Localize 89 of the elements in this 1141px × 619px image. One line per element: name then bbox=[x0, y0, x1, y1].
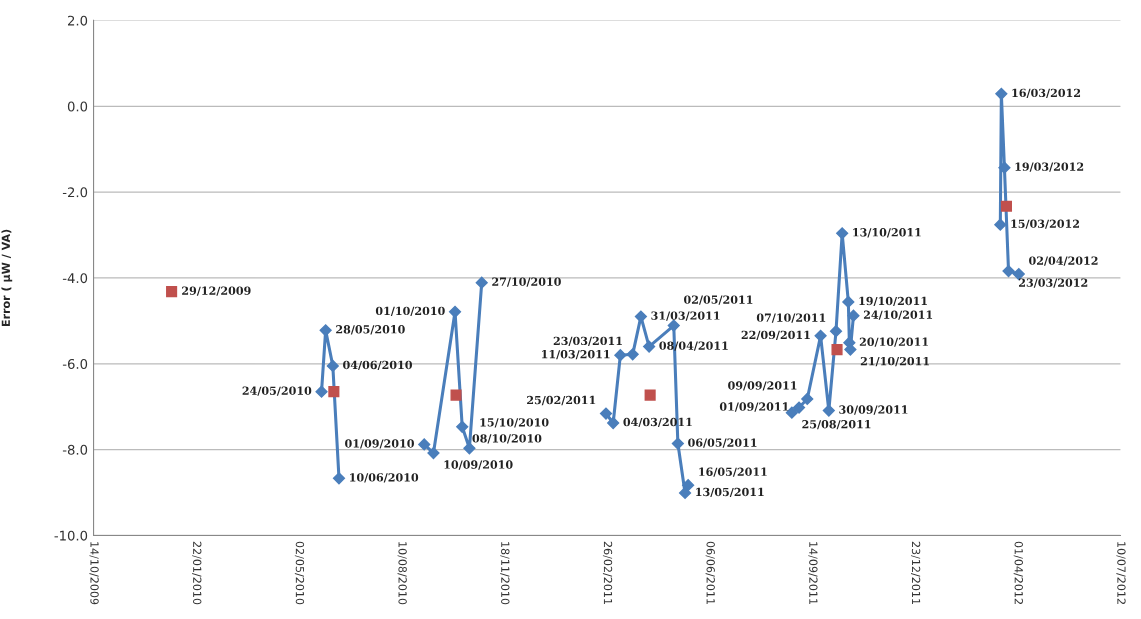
point bbox=[328, 386, 340, 398]
annotation: 23/03/2012 bbox=[1019, 278, 1088, 288]
annotation: 02/04/2012 bbox=[1029, 256, 1098, 266]
annotation: 15/10/2010 bbox=[480, 418, 549, 428]
point bbox=[644, 389, 656, 401]
point bbox=[995, 87, 1008, 100]
x-tick-label: 06/06/2011 bbox=[705, 541, 715, 605]
point bbox=[801, 392, 814, 406]
y-tick-label: -4.0 bbox=[62, 273, 88, 284]
annotation: 10/09/2010 bbox=[444, 460, 513, 470]
point bbox=[166, 286, 178, 298]
point bbox=[448, 305, 462, 318]
annotation: 01/09/2011 bbox=[719, 402, 789, 412]
annotation: 23/03/2011 bbox=[553, 336, 622, 346]
y-tick-label: -6.0 bbox=[62, 358, 88, 369]
point bbox=[456, 420, 469, 433]
point bbox=[678, 486, 692, 500]
annotation: 31/03/2011 bbox=[651, 311, 720, 321]
x-tick-label: 18/11/2010 bbox=[500, 542, 510, 605]
annotation: 13/05/2011 bbox=[696, 487, 764, 498]
annotation: 27/10/2010 bbox=[492, 277, 561, 287]
point bbox=[463, 442, 476, 455]
annotation: 11/03/2011 bbox=[542, 350, 610, 360]
annotation: 25/02/2011 bbox=[527, 395, 596, 406]
x-tick-label: 26/02/2011 bbox=[602, 541, 613, 605]
annotation: 24/05/2010 bbox=[242, 386, 312, 396]
point bbox=[671, 437, 684, 450]
point bbox=[332, 472, 346, 485]
point bbox=[994, 218, 1007, 231]
x-tick-label: 10/07/2012 bbox=[1116, 542, 1126, 604]
annotation: 25/08/2011 bbox=[802, 420, 871, 430]
y-tick-label: -8.0 bbox=[62, 444, 88, 455]
y-axis-title: Error ( µW / VA) bbox=[1, 229, 13, 327]
point bbox=[682, 479, 695, 492]
x-tick-label: 22/01/2010 bbox=[192, 541, 202, 605]
point bbox=[599, 407, 613, 420]
annotation: 16/03/2012 bbox=[1012, 88, 1081, 98]
annotation: 04/06/2010 bbox=[343, 360, 412, 371]
point bbox=[847, 309, 860, 322]
point bbox=[427, 446, 440, 460]
point bbox=[831, 344, 843, 356]
point bbox=[842, 295, 855, 309]
point bbox=[814, 329, 827, 342]
point bbox=[450, 389, 462, 401]
point bbox=[607, 416, 620, 430]
annotation: 28/05/2010 bbox=[336, 325, 405, 335]
annotation: 19/10/2011 bbox=[859, 296, 927, 307]
annotation: 29/12/2009 bbox=[182, 286, 251, 296]
point bbox=[1000, 200, 1013, 212]
annotation: 10/06/2010 bbox=[350, 473, 419, 483]
point bbox=[626, 348, 639, 361]
x-tick-label: 14/09/2011 bbox=[808, 542, 818, 605]
annotation: 02/05/2011 bbox=[684, 295, 753, 305]
annotation: 20/10/2011 bbox=[859, 337, 928, 347]
annotation: 16/05/2011 bbox=[699, 467, 767, 477]
annotation: 13/10/2011 bbox=[853, 228, 921, 238]
annotation: 15/03/2012 bbox=[1011, 219, 1079, 229]
point bbox=[822, 404, 835, 417]
point bbox=[315, 385, 328, 398]
x-tick-label: 23/12/2011 bbox=[910, 541, 921, 605]
point bbox=[836, 227, 849, 240]
annotation: 24/10/2011 bbox=[863, 310, 933, 320]
y-tick-label: -2.0 bbox=[62, 187, 88, 198]
annotation: 07/10/2011 bbox=[756, 313, 826, 323]
x-tick-label: 01/04/2012 bbox=[1013, 541, 1023, 604]
x-tick-label: 14/10/2009 bbox=[89, 542, 99, 605]
point bbox=[829, 325, 843, 338]
point bbox=[998, 161, 1011, 174]
annotation: 01/09/2010 bbox=[345, 439, 414, 449]
x-tick-label: 02/05/2010 bbox=[294, 541, 305, 605]
annotation: 19/03/2012 bbox=[1015, 162, 1084, 172]
x-tick-label: 10/08/2010 bbox=[397, 542, 407, 605]
y-tick-label: 0.0 bbox=[67, 101, 88, 112]
y-tick-label: -10.0 bbox=[54, 530, 88, 541]
annotation: 22/09/2011 bbox=[741, 330, 810, 340]
y-tick-label: 2.0 bbox=[67, 15, 88, 26]
point bbox=[1002, 264, 1015, 278]
point bbox=[614, 349, 627, 362]
annotation: 30/09/2011 bbox=[839, 405, 908, 415]
point bbox=[475, 276, 488, 289]
point bbox=[326, 359, 339, 373]
annotation: 08/10/2010 bbox=[472, 434, 542, 444]
annotation: 09/09/2011 bbox=[728, 381, 797, 391]
point bbox=[643, 340, 656, 353]
annotation: 21/10/2011 bbox=[860, 356, 929, 367]
annotation: 01/10/2010 bbox=[375, 306, 445, 316]
point bbox=[418, 438, 431, 451]
annotation: 06/05/2011 bbox=[688, 438, 757, 448]
point bbox=[792, 401, 806, 414]
